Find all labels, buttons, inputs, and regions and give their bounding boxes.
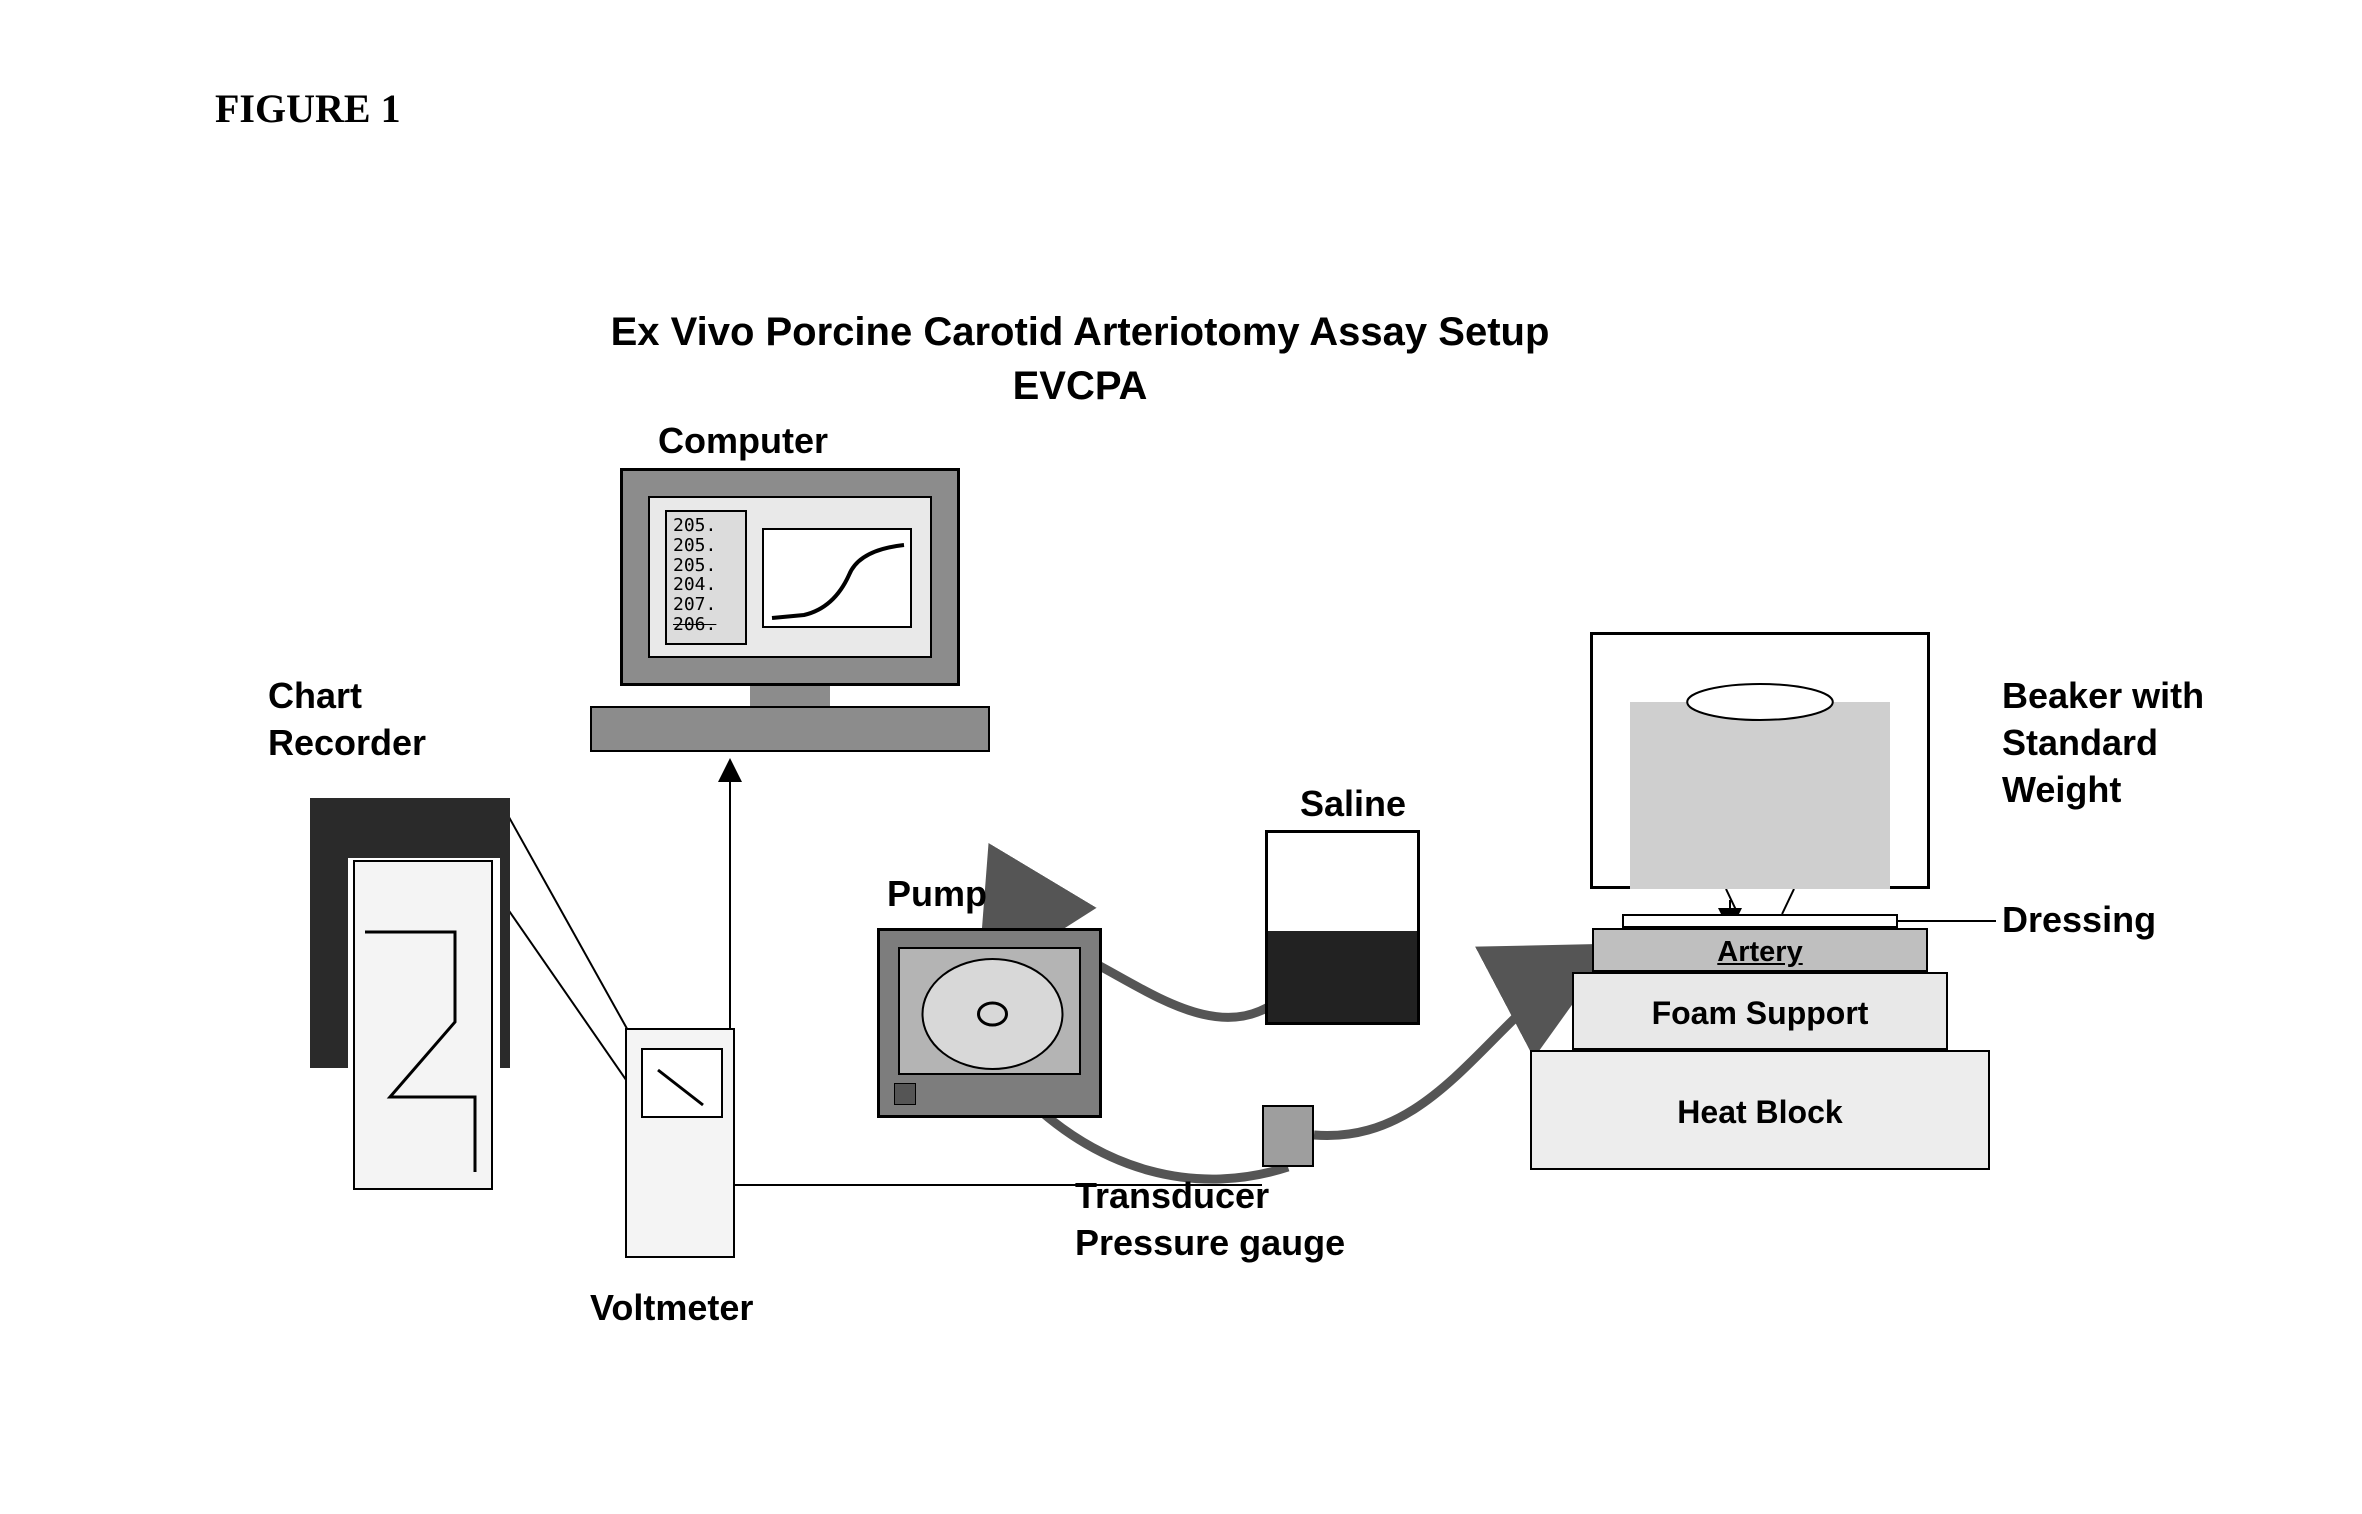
transducer: [1262, 1105, 1314, 1167]
heat-block: Heat Block: [1530, 1050, 1990, 1170]
dressing: [1622, 914, 1898, 928]
computer-graph: [762, 528, 912, 628]
saline-label: Saline: [1300, 783, 1406, 825]
figure-label: FIGURE 1: [215, 85, 401, 132]
chart-recorder-paper: [353, 860, 493, 1190]
pump-label: Pump: [887, 873, 987, 915]
computer-label: Computer: [658, 420, 828, 462]
transducer-label: TransducerPressure gauge: [1075, 1173, 1345, 1267]
computer: 205.205.205.204.207.206.: [590, 468, 990, 752]
beaker-label: Beaker withStandardWeight: [2002, 673, 2204, 813]
chart-recorder: [310, 798, 510, 1208]
foam-support: Foam Support: [1572, 972, 1948, 1050]
line-chart-to-voltmeter: [505, 810, 640, 1052]
diagram-title: Ex Vivo Porcine Carotid Arteriotomy Assa…: [580, 305, 1580, 413]
pump: [877, 928, 1102, 1118]
diagram-title-line2: EVCPA: [580, 359, 1580, 413]
saline-container: [1265, 830, 1420, 1025]
diagram-title-line1: Ex Vivo Porcine Carotid Arteriotomy Assa…: [580, 305, 1580, 359]
standard-weight: [1630, 702, 1890, 889]
artery: Artery: [1592, 928, 1928, 972]
chart-recorder-label: ChartRecorder: [268, 673, 426, 767]
voltmeter-label: Voltmeter: [590, 1287, 753, 1329]
dressing-label: Dressing: [2002, 899, 2156, 941]
computer-readout: 205.205.205.204.207.206.: [665, 510, 747, 645]
voltmeter: [625, 1028, 735, 1258]
